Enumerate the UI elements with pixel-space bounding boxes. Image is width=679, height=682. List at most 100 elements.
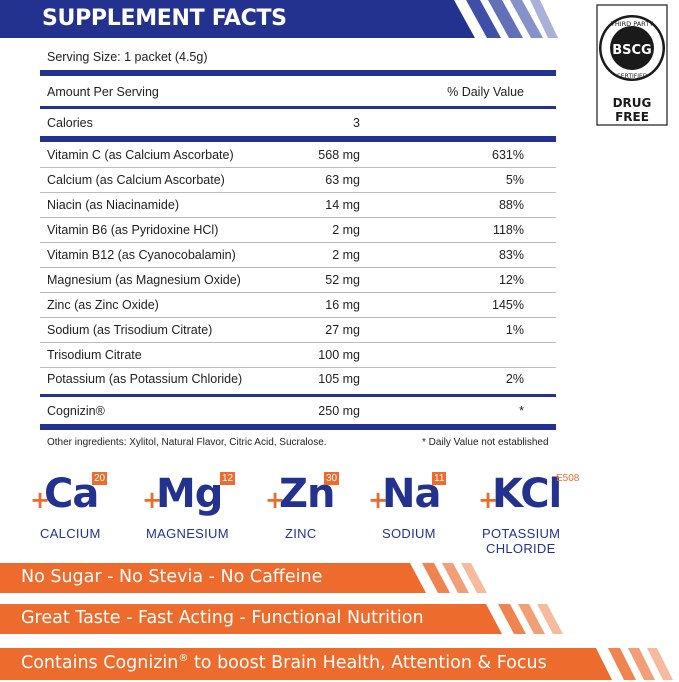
nutrient-dv: 83% xyxy=(498,248,524,262)
amount-header: Amount Per Serving xyxy=(47,85,159,99)
nutrient-dv: 2% xyxy=(505,372,524,386)
nutrient-dv: * xyxy=(519,404,524,418)
nutrient-dv: 12% xyxy=(498,273,524,287)
dv-footnote: * Daily Value not established xyxy=(422,437,549,448)
plus-icon: + xyxy=(478,486,499,514)
plus-icon: + xyxy=(368,486,389,514)
row-divider xyxy=(40,317,556,318)
nutrient-amount: 2 mg xyxy=(332,248,360,262)
supplement-facts-banner: SUPPLEMENT FACTS xyxy=(0,0,560,38)
mineral-name-line2: CHLORIDE xyxy=(486,541,556,556)
nutrient-amount: 105 mg xyxy=(318,372,360,386)
thick-rule xyxy=(40,70,556,76)
other-ingredients: Other ingredients: Xylitol, Natural Flav… xyxy=(47,437,327,448)
banner-text: No Sugar - No Stevia - No Caffeine xyxy=(21,567,323,587)
table-row: Vitamin C (as Calcium Ascorbate) 568 mg … xyxy=(47,148,527,168)
badge-drug-free: DRUG FREE xyxy=(612,96,652,124)
nutrient-amount: 63 mg xyxy=(325,173,360,187)
mineral-name: SODIUM xyxy=(382,526,436,541)
nutrient-name: Cognizin® xyxy=(47,404,105,418)
nutrient-name: Niacin (as Niacinamide) xyxy=(47,198,179,212)
atomic-number: 11 xyxy=(432,472,447,485)
badge-sub-text: CERTIFIED xyxy=(617,73,648,80)
nutrient-amount: 27 mg xyxy=(325,323,360,337)
banner-text: Contains Cognizin® to boost Brain Health… xyxy=(21,653,547,673)
nutrient-amount: 100 mg xyxy=(318,348,360,362)
banner-cognizin: Contains Cognizin® to boost Brain Health… xyxy=(0,648,679,680)
nutrient-dv: 631% xyxy=(492,148,524,162)
nutrient-name: Vitamin B6 (as Pyridoxine HCl) xyxy=(47,223,219,237)
table-row: Sodium (as Trisodium Citrate) 27 mg 1% xyxy=(47,323,527,343)
banner-great-taste: Great Taste - Fast Acting - Functional N… xyxy=(0,604,580,634)
table-row: Niacin (as Niacinamide) 14 mg 88% xyxy=(47,198,527,218)
row-divider xyxy=(40,192,556,193)
mineral-name: MAGNESIUM xyxy=(146,526,229,541)
mineral-magnesium: + Mg 12 MAGNESIUM xyxy=(142,470,242,560)
calories-label: Calories xyxy=(47,116,93,130)
table-header-row: Amount Per Serving % Daily Value xyxy=(47,85,527,105)
e-number: E508 xyxy=(556,473,580,484)
element-symbol: Na xyxy=(382,471,441,517)
mineral-name: CALCIUM xyxy=(40,526,101,541)
thick-rule xyxy=(40,136,556,142)
medium-rule xyxy=(40,394,556,397)
nutrient-name: Calcium (as Calcium Ascorbate) xyxy=(47,173,225,187)
mineral-zinc: + Zn 30 ZINC xyxy=(265,470,345,560)
plus-icon: + xyxy=(265,486,286,514)
row-divider xyxy=(40,267,556,268)
serving-size: Serving Size: 1 packet (4.5g) xyxy=(47,50,208,64)
badge-arc-text: THIRD PARTY xyxy=(610,20,653,28)
nutrient-dv: 1% xyxy=(505,323,524,337)
banner-text-post: to boost Brain Health, Attention & Focus xyxy=(188,653,547,673)
mineral-calcium: + Ca 20 CALCIUM xyxy=(30,470,120,560)
atomic-number: 20 xyxy=(92,472,108,485)
cognizin-row: Cognizin® 250 mg * xyxy=(47,404,527,424)
table-row: Magnesium (as Magnesium Oxide) 52 mg 12% xyxy=(47,273,527,293)
row-divider xyxy=(40,342,556,343)
nutrient-dv: 5% xyxy=(505,173,524,187)
nutrient-amount: 2 mg xyxy=(332,223,360,237)
atomic-number: 30 xyxy=(324,472,340,485)
mineral-name-line1: POTASSIUM xyxy=(482,526,561,541)
mineral-name: ZINC xyxy=(285,526,317,541)
nutrient-amount: 568 mg xyxy=(318,148,360,162)
nutrient-amount: 52 mg xyxy=(325,273,360,287)
nutrient-name: Vitamin B12 (as Cyanocobalamin) xyxy=(47,248,236,262)
nutrient-name: Potassium (as Potassium Chloride) xyxy=(47,372,243,386)
row-divider xyxy=(40,242,556,243)
badge-logo-text: BSCG xyxy=(612,43,651,58)
nutrient-name: Sodium (as Trisodium Citrate) xyxy=(47,323,213,337)
atomic-number: 12 xyxy=(220,472,236,485)
calories-value: 3 xyxy=(353,116,360,130)
nutrient-amount: 14 mg xyxy=(325,198,360,212)
banner-bg xyxy=(0,604,563,634)
registered-mark: ® xyxy=(178,653,189,665)
row-divider xyxy=(40,292,556,293)
banner-text-pre: Contains Cognizin xyxy=(21,653,179,673)
mineral-sodium: + Na 11 SODIUM xyxy=(368,470,453,560)
nutrient-amount: 250 mg xyxy=(318,404,360,418)
banner-text: Great Taste - Fast Acting - Functional N… xyxy=(21,608,424,628)
element-symbol: KCl xyxy=(492,471,562,517)
badge-seal: THIRD PARTY BSCG CERTIFIED xyxy=(596,4,668,126)
banner-no-sugar: No Sugar - No Stevia - No Caffeine xyxy=(0,563,500,593)
element-symbol: Mg xyxy=(156,471,223,517)
table-row: Vitamin B12 (as Cyanocobalamin) 2 mg 83% xyxy=(47,248,527,268)
dv-header: % Daily Value xyxy=(447,85,524,99)
page-title: SUPPLEMENT FACTS xyxy=(42,6,287,31)
banner-background xyxy=(0,0,558,38)
nutrient-dv: 118% xyxy=(492,223,524,237)
plus-icon: + xyxy=(142,486,163,514)
table-row: Zinc (as Zinc Oxide) 16 mg 145% xyxy=(47,298,527,318)
table-row: Calcium (as Calcium Ascorbate) 63 mg 5% xyxy=(47,173,527,193)
row-divider xyxy=(40,367,556,368)
table-row: Potassium (as Potassium Chloride) 105 mg… xyxy=(47,372,527,392)
thick-rule xyxy=(40,424,556,430)
nutrient-name: Trisodium Citrate xyxy=(47,348,142,362)
nutrient-dv: 145% xyxy=(492,298,524,312)
row-divider xyxy=(40,167,556,168)
mineral-potassium-chloride: + KCl E508 POTASSIUM CHLORIDE xyxy=(478,470,588,560)
plus-icon: + xyxy=(30,486,51,514)
nutrient-name: Vitamin C (as Calcium Ascorbate) xyxy=(47,148,234,162)
calories-row: Calories 3 xyxy=(47,116,527,136)
